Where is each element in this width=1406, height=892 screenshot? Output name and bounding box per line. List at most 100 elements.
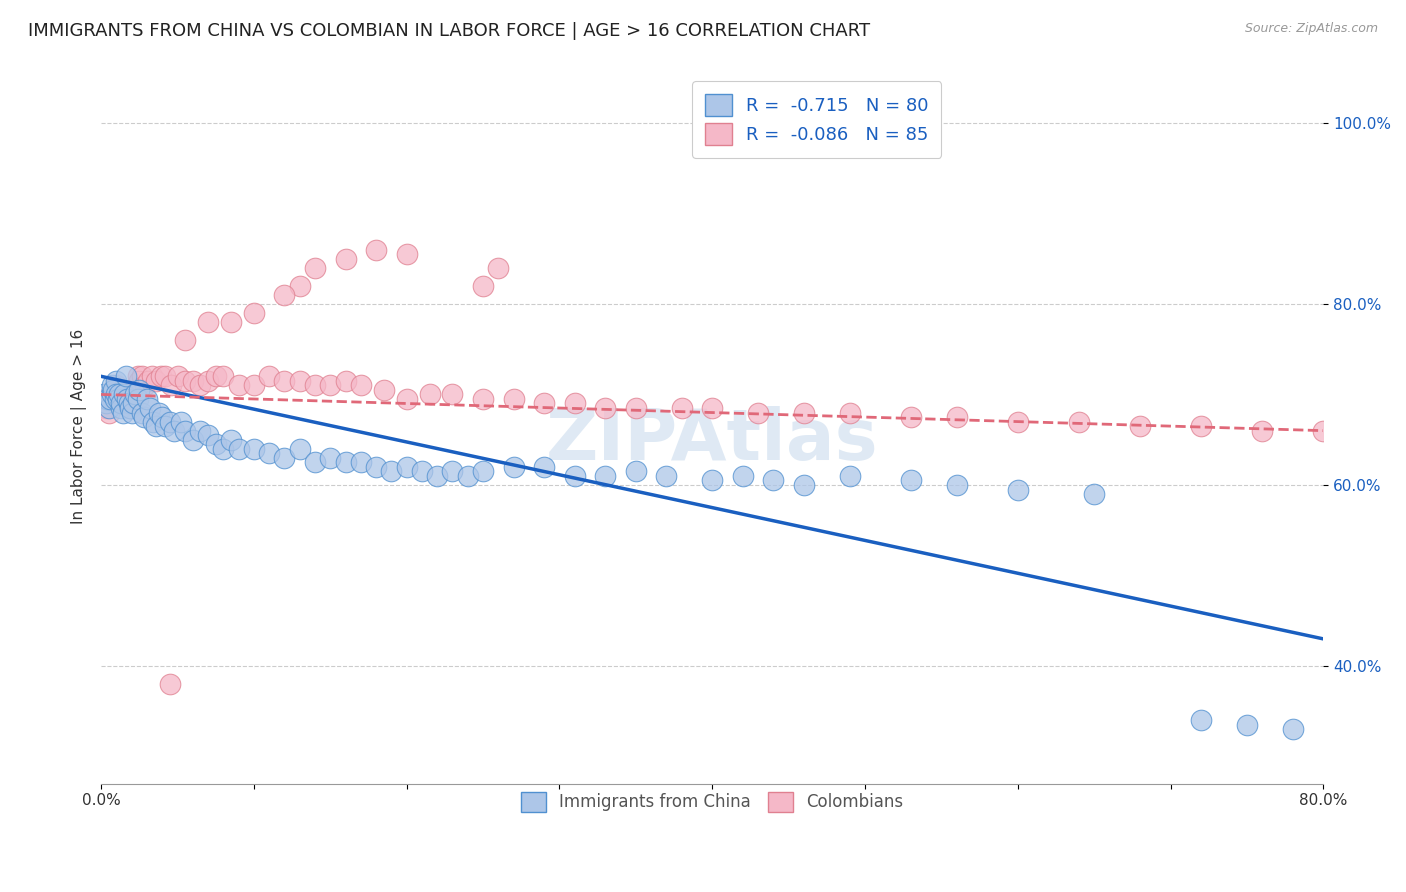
Point <box>131 369 153 384</box>
Point <box>97 401 120 415</box>
Point <box>472 464 495 478</box>
Point <box>150 410 173 425</box>
Point <box>120 401 142 415</box>
Point <box>145 374 167 388</box>
Point <box>174 374 197 388</box>
Point <box>131 405 153 419</box>
Point <box>243 306 266 320</box>
Point <box>148 405 170 419</box>
Point <box>441 387 464 401</box>
Point <box>108 387 131 401</box>
Point <box>593 469 616 483</box>
Point <box>1236 718 1258 732</box>
Point <box>103 387 125 401</box>
Point <box>136 392 159 406</box>
Point <box>204 437 226 451</box>
Point <box>112 392 135 406</box>
Point <box>97 405 120 419</box>
Point <box>945 478 967 492</box>
Point <box>624 401 647 415</box>
Point <box>121 383 143 397</box>
Point <box>395 459 418 474</box>
Point <box>94 396 117 410</box>
Point <box>1312 424 1334 438</box>
Point <box>155 369 177 384</box>
Point <box>411 464 433 478</box>
Point <box>124 387 146 401</box>
Point <box>117 396 139 410</box>
Point <box>110 396 132 410</box>
Point <box>105 374 128 388</box>
Point <box>395 392 418 406</box>
Point <box>472 278 495 293</box>
Point <box>838 469 860 483</box>
Point <box>190 424 212 438</box>
Point <box>163 424 186 438</box>
Point <box>702 401 724 415</box>
Point <box>120 401 142 415</box>
Point <box>533 459 555 474</box>
Point <box>111 387 134 401</box>
Point <box>243 442 266 456</box>
Point <box>141 369 163 384</box>
Point <box>1189 714 1212 728</box>
Point <box>228 442 250 456</box>
Point <box>1281 723 1303 737</box>
Point <box>457 469 479 483</box>
Point <box>181 374 204 388</box>
Point <box>112 387 135 401</box>
Point <box>1189 419 1212 434</box>
Point <box>107 392 129 406</box>
Point <box>472 392 495 406</box>
Point <box>373 383 395 397</box>
Point <box>533 396 555 410</box>
Point <box>94 401 117 415</box>
Point <box>212 442 235 456</box>
Point <box>793 405 815 419</box>
Point <box>624 464 647 478</box>
Point <box>838 405 860 419</box>
Point <box>304 455 326 469</box>
Point <box>197 374 219 388</box>
Point <box>114 369 136 384</box>
Point <box>1129 419 1152 434</box>
Point <box>98 392 121 406</box>
Point <box>564 396 586 410</box>
Point <box>1083 487 1105 501</box>
Point <box>132 410 155 425</box>
Point <box>115 392 138 406</box>
Point <box>335 252 357 266</box>
Point <box>335 374 357 388</box>
Point <box>731 469 754 483</box>
Point <box>110 401 132 415</box>
Point <box>288 442 311 456</box>
Point <box>122 392 145 406</box>
Point <box>273 374 295 388</box>
Point <box>243 378 266 392</box>
Point <box>273 288 295 302</box>
Point <box>174 333 197 347</box>
Point <box>219 433 242 447</box>
Point <box>114 387 136 401</box>
Point <box>103 383 125 397</box>
Point <box>145 419 167 434</box>
Point <box>101 378 124 392</box>
Point <box>1067 415 1090 429</box>
Point <box>197 315 219 329</box>
Point <box>945 410 967 425</box>
Point <box>212 369 235 384</box>
Point <box>138 374 160 388</box>
Point <box>319 450 342 465</box>
Point <box>366 459 388 474</box>
Point <box>117 387 139 401</box>
Point <box>149 369 172 384</box>
Point <box>121 405 143 419</box>
Point <box>564 469 586 483</box>
Point <box>142 415 165 429</box>
Point <box>110 387 132 401</box>
Point <box>166 369 188 384</box>
Point <box>160 378 183 392</box>
Point <box>101 387 124 401</box>
Point <box>204 369 226 384</box>
Point <box>127 369 149 384</box>
